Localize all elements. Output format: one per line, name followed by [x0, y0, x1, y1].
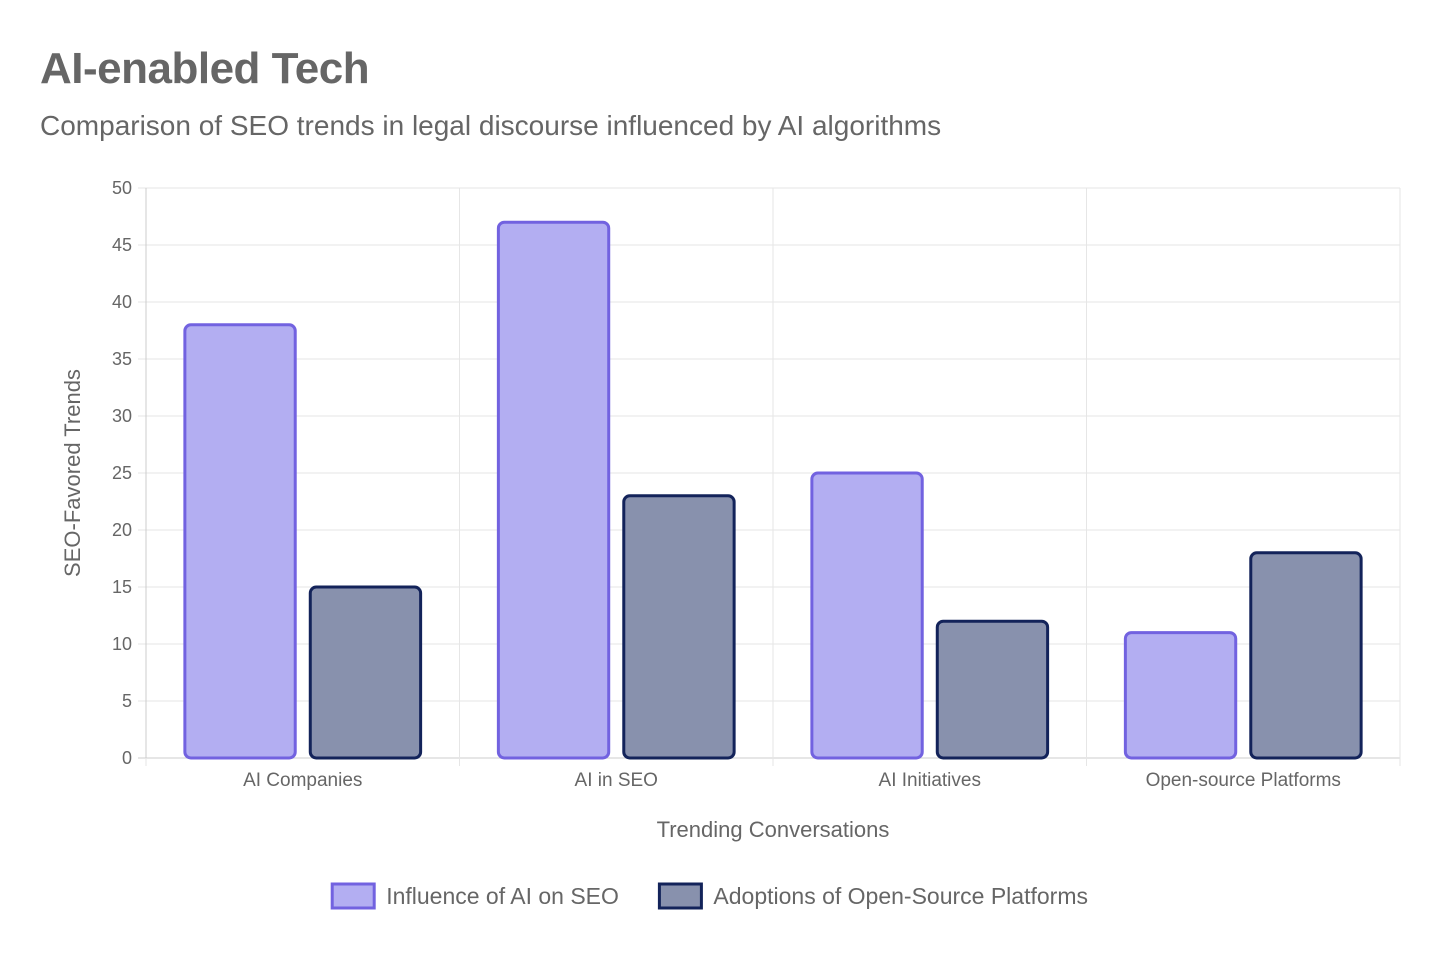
- y-tick-label: 45: [112, 235, 132, 255]
- bar-influence-3: [1123, 631, 1238, 760]
- legend-label: Adoptions of Open-Source Platforms: [713, 883, 1088, 909]
- y-tick-label: 25: [112, 463, 132, 483]
- bar-influence-2: [810, 471, 924, 760]
- x-tick-label: Open-source Platforms: [1146, 770, 1341, 791]
- x-tick-label: AI Companies: [243, 770, 362, 791]
- legend-item-1[interactable]: Adoptions of Open-Source Platforms: [657, 882, 1088, 910]
- legend: Influence of AI on SEO Adoptions of Open-…: [330, 882, 1088, 910]
- x-tick-label: AI in SEO: [575, 770, 658, 791]
- bar-adoptions-2: [935, 619, 1050, 760]
- chart-subtitle: Comparison of SEO trends in legal discou…: [40, 110, 942, 141]
- y-tick-label: 50: [112, 178, 132, 198]
- y-tick-label: 40: [112, 292, 132, 312]
- legend-item-0[interactable]: Influence of AI on SEO: [330, 882, 619, 910]
- y-axis-title: SEO-Favored Trends: [60, 369, 85, 577]
- legend-swatch: [330, 882, 376, 910]
- bar-adoptions-3: [1249, 551, 1363, 760]
- legend-label: Influence of AI on SEO: [386, 883, 619, 909]
- y-tick-label: 10: [112, 634, 132, 654]
- y-tick-label: 35: [112, 349, 132, 369]
- bar-adoptions-0: [308, 585, 423, 760]
- bar-adoptions-1: [622, 494, 736, 760]
- y-tick-label: 5: [122, 691, 132, 711]
- y-tick-label: 30: [112, 406, 132, 426]
- x-tick-label: AI Initiatives: [879, 770, 981, 791]
- bar-influence-1: [496, 220, 611, 760]
- legend-swatch: [657, 882, 703, 910]
- chart-title: AI-enabled Tech: [40, 44, 370, 93]
- y-tick-label: 0: [122, 748, 132, 768]
- y-tick-label: 20: [112, 520, 132, 540]
- x-axis-title: Trending Conversations: [657, 817, 890, 842]
- tick-labels: 0 5 10 15 20 25 30 35 40 45 50 AI Companies AI in SE…: [112, 178, 1341, 791]
- bars: [183, 220, 1363, 760]
- y-tick-label: 15: [112, 577, 132, 597]
- bar-influence-0: [183, 323, 297, 760]
